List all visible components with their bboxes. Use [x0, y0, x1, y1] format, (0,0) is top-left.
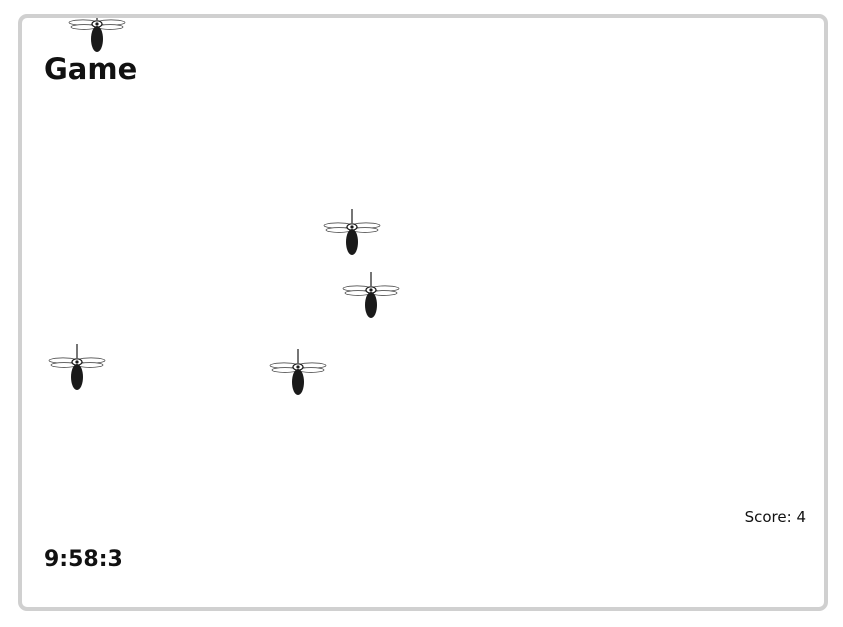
game-title: Game [44, 52, 138, 86]
mosquito-icon[interactable] [340, 270, 402, 324]
mosquito-icon[interactable] [267, 347, 329, 401]
mosquito-icon[interactable] [321, 207, 383, 261]
score-display: Score: 4 [744, 508, 806, 526]
mosquito-icon[interactable] [66, 18, 128, 58]
mosquito-icon[interactable] [46, 342, 108, 396]
timer-display: 9:58:3 [44, 547, 123, 572]
game-board[interactable]: Game Score: 4 9:58:3 [18, 14, 828, 611]
